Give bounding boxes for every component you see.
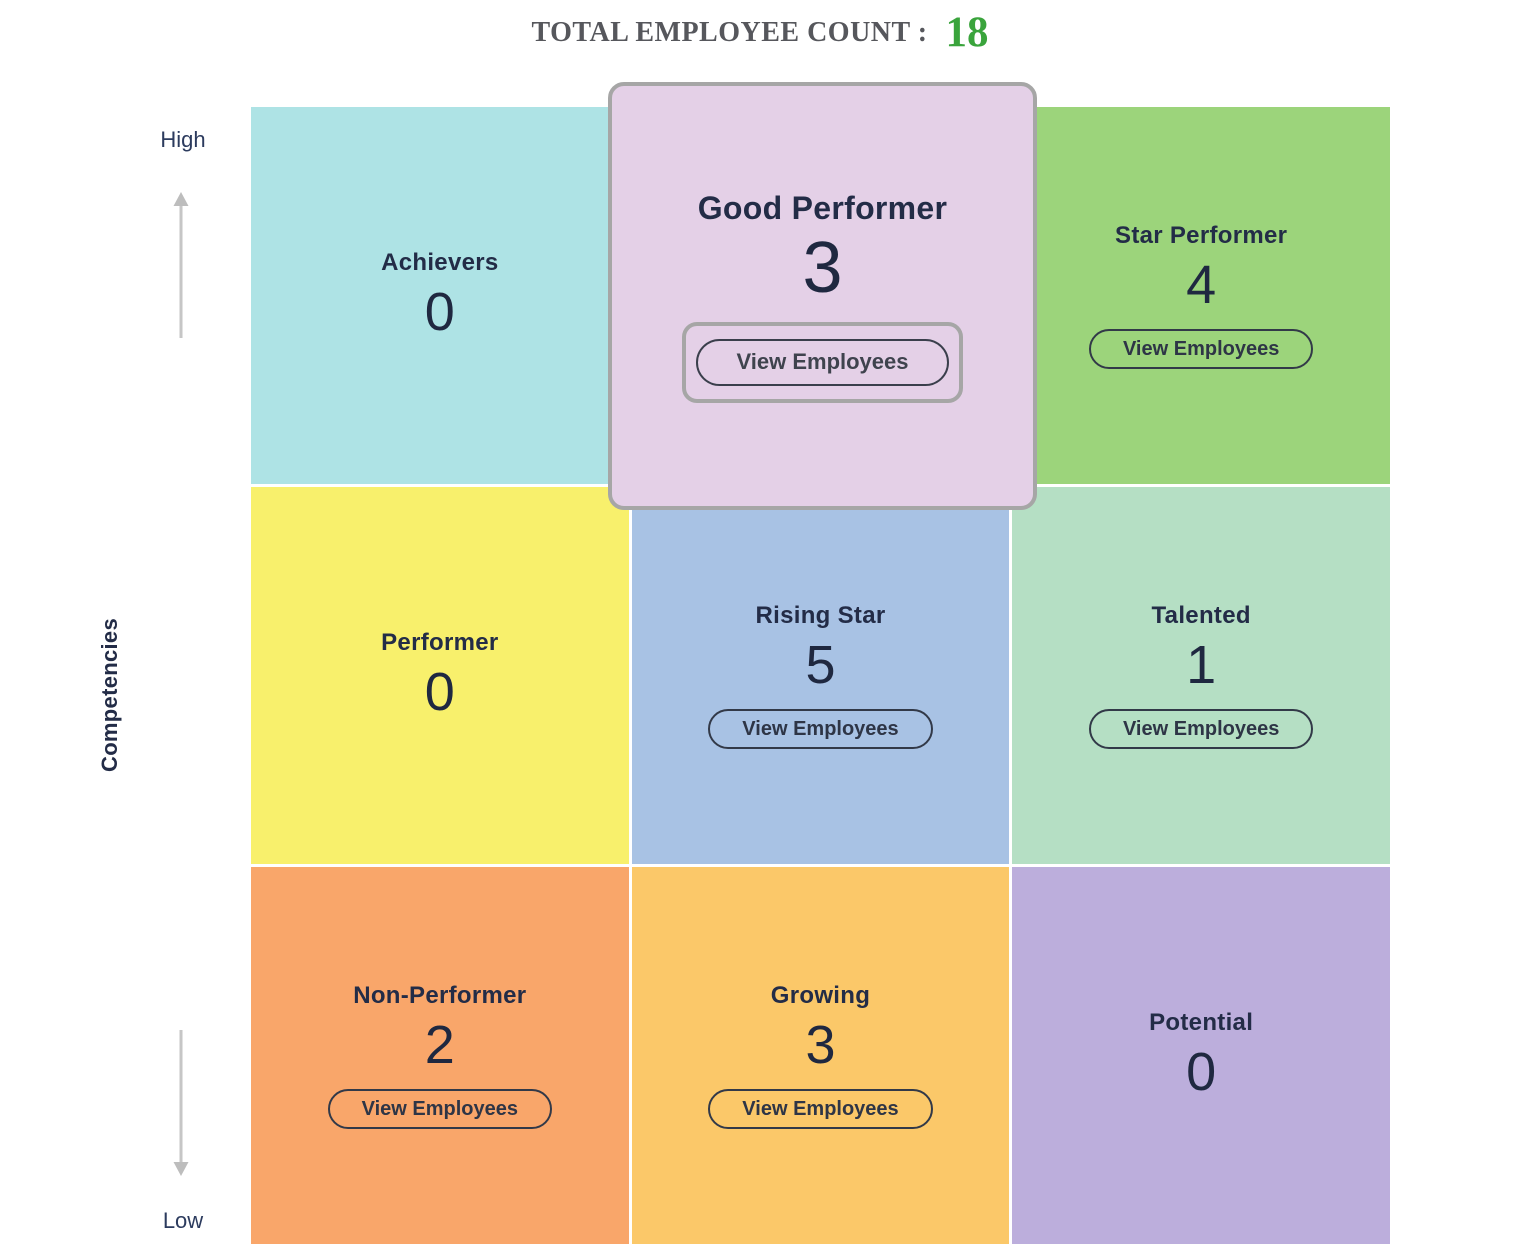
cell-title: Non-Performer <box>353 982 527 1010</box>
total-employee-count-header: TOTAL EMPLOYEE COUNT : 18 <box>0 8 1520 57</box>
cell-star-performer: Star Performer 4 View Employees <box>1012 107 1390 484</box>
cell-non-performer: Non-Performer 2 View Employees <box>251 867 629 1244</box>
cell-count: 5 <box>805 635 836 696</box>
cell-title: Rising Star <box>755 602 886 630</box>
cell-count: 4 <box>1186 255 1217 316</box>
cell-count: 3 <box>805 1015 836 1076</box>
view-employees-button[interactable]: View Employees <box>1088 328 1314 369</box>
cell-talented: Talented 1 View Employees <box>1012 487 1390 864</box>
cell-title: Star Performer <box>1115 222 1288 250</box>
cell-potential: Potential 0 <box>1012 867 1390 1244</box>
cell-achievers: Achievers 0 <box>251 107 629 484</box>
total-count-value: 18 <box>945 9 989 56</box>
cell-count: 3 <box>802 227 843 308</box>
cell-title: Achievers <box>381 249 499 277</box>
cell-title: Performer <box>381 629 499 657</box>
cell-count: 1 <box>1186 635 1217 696</box>
button-focus-ring: View Employees <box>682 322 963 403</box>
view-employees-button[interactable]: View Employees <box>327 1088 553 1129</box>
down-arrow-icon <box>173 1030 189 1176</box>
cell-count: 0 <box>424 282 455 343</box>
cell-count: 0 <box>424 662 455 723</box>
up-arrow-icon <box>173 192 189 338</box>
cell-count: 2 <box>424 1015 455 1076</box>
cell-title: Growing <box>770 982 871 1010</box>
cell-title: Good Performer <box>697 190 948 227</box>
cell-good-performer-focused[interactable]: Good Performer 3 View Employees <box>608 82 1037 510</box>
cell-count: 0 <box>1186 1042 1217 1103</box>
total-count-label: TOTAL EMPLOYEE COUNT : <box>531 17 928 48</box>
view-employees-button[interactable]: View Employees <box>708 708 933 749</box>
axis-high-label: High <box>160 127 206 152</box>
cell-title: Talented <box>1151 602 1251 630</box>
competencies-axis-title: Competencies <box>97 618 122 772</box>
view-employees-button[interactable]: View Employees <box>696 339 949 386</box>
axis-low-label: Low <box>162 1208 204 1233</box>
cell-performer: Performer 0 <box>251 487 629 864</box>
cell-growing: Growing 3 View Employees <box>631 867 1010 1244</box>
view-employees-button[interactable]: View Employees <box>1088 708 1314 749</box>
nine-box-grid: Achievers 0 Star Performer 4 View Employ… <box>251 82 1390 1244</box>
cell-title: Potential <box>1149 1009 1254 1037</box>
cell-rising-star: Rising Star 5 View Employees <box>631 487 1010 864</box>
view-employees-button[interactable]: View Employees <box>708 1088 933 1129</box>
